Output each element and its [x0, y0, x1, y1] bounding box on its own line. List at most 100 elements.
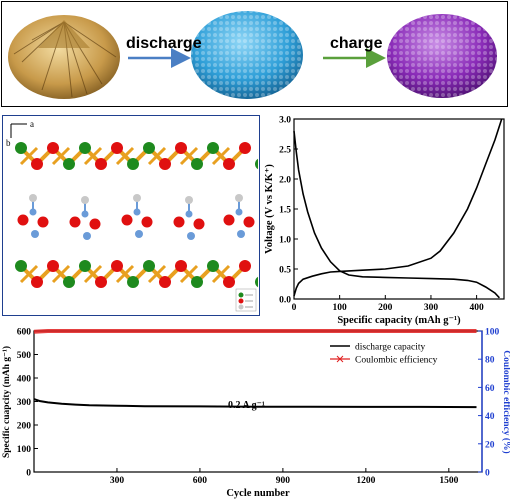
atom: [95, 276, 107, 288]
atom: [15, 260, 27, 272]
y-tick-label: 400: [17, 375, 32, 385]
cycling-ticks: 300 600 900 1200 1500 0 100 200 300 400 500 600 0 20 4…: [17, 328, 500, 487]
voltage-profile-chart: 0 100 200 300 400 0.0 0.5 1.0 1.5 2.0 2.5 3.0 Speci…: [262, 113, 508, 328]
atom: [223, 158, 235, 170]
x-tick-label: 900: [276, 476, 291, 486]
atom: [255, 158, 258, 170]
cycling-y-axis-label: Specific cuapcity (mAh g⁻¹): [1, 346, 12, 458]
scheme-svg: discharge charge: [8, 11, 497, 99]
y-tick-label: 0.0: [279, 296, 291, 306]
y2-tick-label: 0: [485, 469, 490, 479]
atom: [31, 158, 43, 170]
voltage-y-axis-label: Voltage (V vs K/K⁺): [264, 164, 275, 254]
bond: [83, 146, 103, 166]
atom: [79, 260, 91, 272]
atom: [239, 260, 251, 272]
atom: [223, 214, 235, 226]
voltage-curves: [293, 118, 503, 299]
purple-charged-flower-icon: [387, 14, 497, 98]
y2-tick-label: 40: [485, 412, 495, 422]
atom: [15, 142, 27, 154]
atom: [207, 142, 219, 154]
atom: [111, 142, 123, 154]
bond: [211, 146, 231, 166]
atom: [141, 216, 153, 228]
atom: [81, 210, 89, 218]
atom: [185, 210, 193, 218]
atom: [47, 142, 59, 154]
x-tick-label: 600: [193, 476, 208, 486]
crystal-structure-panel: a b: [2, 115, 260, 316]
y-tick-label: 2.0: [279, 176, 291, 186]
atom: [243, 216, 255, 228]
voltage-chart-svg: 0 100 200 300 400 0.0 0.5 1.0 1.5 2.0 2.5 3.0 Speci…: [264, 116, 505, 326]
voltage-x-axis-label: Specific capacity (mAh g⁻¹): [337, 315, 461, 326]
x-tick-label: 200: [378, 303, 393, 313]
atom: [79, 142, 91, 154]
atom: [63, 158, 75, 170]
bond: [179, 264, 199, 284]
scheme-panel: discharge charge: [1, 1, 508, 107]
bond: [83, 264, 103, 284]
bond: [115, 264, 135, 284]
cycling-chart-svg: 300 600 900 1200 1500 0 100 200 300 400 500 600 0 20 4…: [1, 328, 510, 500]
atom: [135, 230, 143, 238]
atom: [121, 214, 133, 226]
y-tick-label: 0.5: [279, 266, 291, 276]
blue-discharged-flower-icon: [191, 11, 303, 99]
coulombic-efficiency-line: [33, 329, 477, 334]
discharge-capacity-line: [33, 398, 477, 409]
x-tick-label: 1500: [439, 476, 458, 486]
y-tick-label: 3.0: [279, 116, 291, 126]
atom: [191, 276, 203, 288]
atom: [69, 216, 81, 228]
atom: [223, 276, 235, 288]
y-tick-label: 100: [17, 445, 32, 455]
crystal-atoms: [15, 142, 258, 288]
crystal-structure-svg: a b: [6, 119, 258, 312]
bond: [179, 146, 199, 166]
atom: [159, 158, 171, 170]
cycling-curves: [33, 329, 477, 409]
y-tick-label: 1.5: [279, 206, 291, 216]
atom: [81, 196, 89, 204]
atom: [173, 216, 185, 228]
atom: [187, 232, 195, 240]
atom: [83, 232, 91, 240]
cycling-y2-axis-label: Coulombic efficiency (%): [501, 350, 510, 453]
y2-tick-label: 100: [485, 328, 500, 338]
discharge-curve: [293, 130, 500, 299]
atom: [89, 218, 101, 230]
charge-label: charge: [330, 35, 383, 52]
cycling-performance-chart: 300 600 900 1200 1500 0 100 200 300 400 500 600 0 20 4…: [0, 326, 510, 501]
charge-curve: [293, 118, 503, 297]
x-tick-label: 100: [333, 303, 348, 313]
gold-microflower-icon: [8, 15, 120, 99]
y-tick-label: 600: [17, 328, 32, 338]
voltage-ticks: 0 100 200 300 400 0.0 0.5 1.0 1.5 2.0 2.5 3.0: [279, 116, 484, 314]
y-tick-label: 2.5: [279, 146, 291, 156]
atom: [159, 276, 171, 288]
x-tick-label: 1200: [356, 476, 375, 486]
atom: [235, 208, 243, 216]
atom: [95, 158, 107, 170]
legend-coulombic-label: Coulombic efficiency: [355, 355, 438, 366]
atom: [207, 260, 219, 272]
y-tick-label: 200: [17, 422, 32, 432]
atom: [17, 214, 29, 226]
bond: [19, 146, 39, 166]
bond: [211, 264, 231, 284]
voltage-plot-frame: [293, 118, 505, 300]
atom: [37, 216, 49, 228]
bond: [147, 264, 167, 284]
cycling-x-axis-label: Cycle number: [226, 488, 290, 499]
bond: [19, 264, 39, 284]
y-tick-label: 1.0: [279, 236, 291, 246]
atom: [191, 158, 203, 170]
axis-a-label: a: [30, 119, 34, 129]
bond: [51, 264, 71, 284]
y2-tick-label: 60: [485, 384, 495, 394]
atom: [31, 230, 39, 238]
atom: [133, 194, 141, 202]
x-tick-label: 400: [469, 303, 484, 313]
